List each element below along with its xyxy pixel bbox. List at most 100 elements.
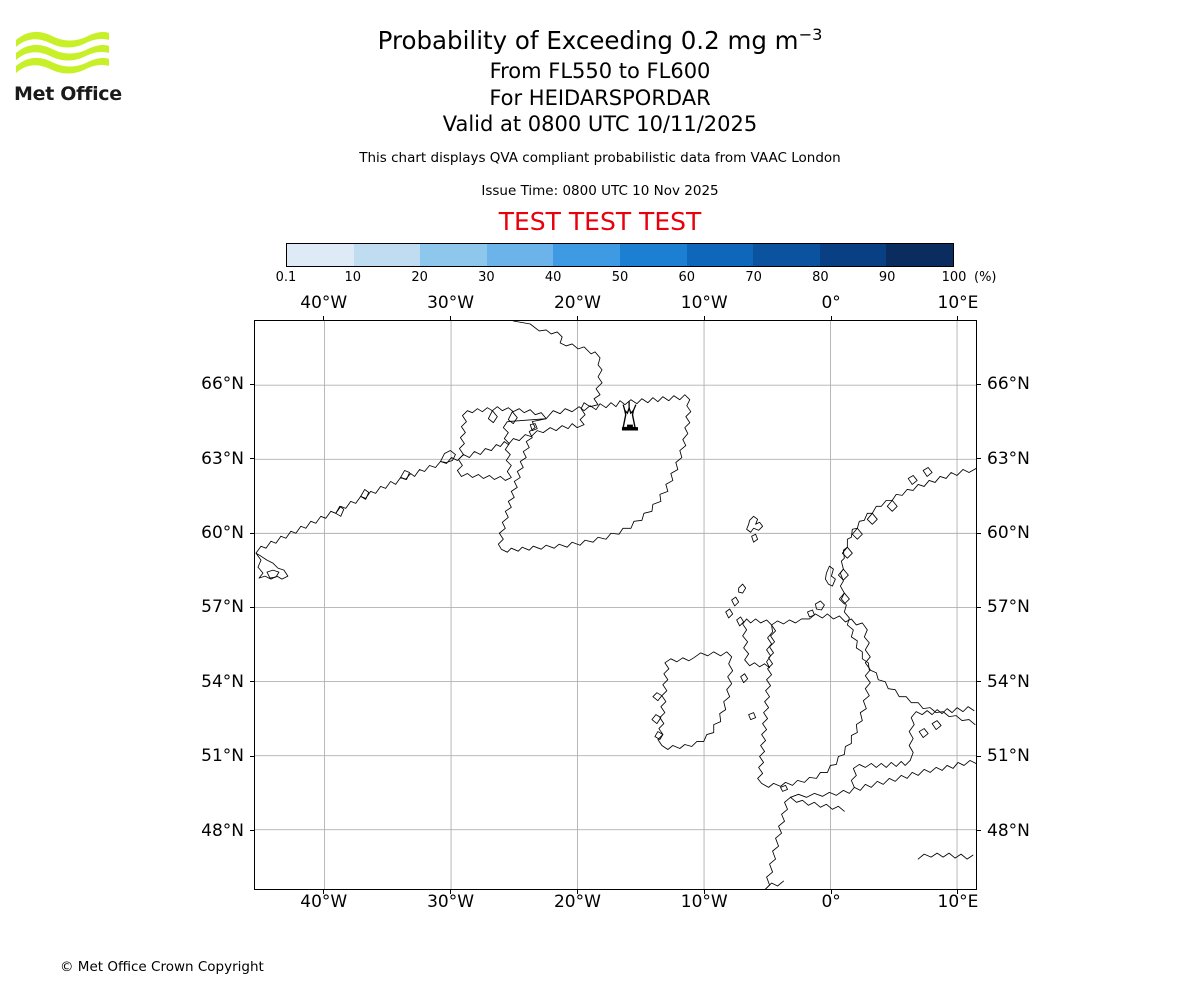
colorbar-tick-0.1: 0.1 — [275, 270, 297, 285]
lat-tickmark-right-63°N — [977, 458, 981, 460]
coastline-faroe-south — [751, 533, 759, 543]
lat-tickmark-right-51°N — [977, 755, 981, 757]
lon-label-top-10°W: 10°W — [680, 293, 728, 313]
lon-label-top-30°W: 30°W — [427, 293, 475, 313]
coastline-hebrides-b — [731, 596, 740, 607]
coastline-scotland-west — [742, 618, 773, 669]
coastline-iceland — [497, 394, 692, 553]
lon-tickmark-bottom-0° — [830, 890, 832, 894]
coastline-norway-islet-a — [907, 475, 918, 485]
lon-label-bottom-10°W: 10°W — [680, 892, 728, 912]
lat-tickmark-left-66°N — [250, 383, 254, 385]
coastline-iceland-islet — [529, 423, 538, 432]
coastline-norway-fjord-a — [886, 499, 898, 512]
lon-tickmark-bottom-10°E — [957, 890, 959, 894]
lon-tickmark-top-10°W — [703, 316, 705, 320]
probability-colorbar: 0.1 10 20 30 40 50 60 70 80 90 100 — [276, 243, 966, 285]
map-panel — [254, 320, 977, 890]
lat-label-left-66°N: 66°N — [201, 374, 244, 395]
chart-title-text: Probability of Exceeding 0.2 mg m — [377, 26, 799, 55]
volcano-name-subtitle: For HEIDARSPORDAR — [489, 85, 711, 110]
lon-tickmark-bottom-40°W — [323, 890, 325, 894]
valid-time-subtitle: Valid at 0800 UTC 10/11/2025 — [442, 112, 758, 136]
lon-tickmark-bottom-30°W — [450, 890, 452, 894]
lon-tickmark-bottom-10°W — [703, 890, 705, 894]
coastline-greenland-fjord-c — [360, 488, 370, 500]
colorbar-tick-40: 40 — [544, 270, 562, 285]
met-office-logo-text: Met Office — [14, 83, 122, 105]
lon-tickmark-top-40°W — [323, 316, 325, 320]
colorbar-segment-0 — [287, 244, 354, 266]
lat-tickmark-left-51°N — [250, 755, 254, 757]
lat-label-right-63°N: 63°N — [987, 448, 1030, 469]
colorbar-segment-8 — [819, 244, 887, 266]
coastline-greenland-south-isle — [266, 569, 280, 579]
colorbar-segment-2 — [420, 244, 487, 266]
coastline-denmark-islands — [918, 728, 929, 738]
coastline-faroe-islands — [746, 515, 764, 533]
lat-tickmark-right-48°N — [977, 830, 981, 832]
lat-label-left-51°N: 51°N — [201, 746, 244, 767]
coastline-norway-fjord-f — [838, 592, 850, 605]
lon-label-top-20°W: 20°W — [553, 293, 601, 313]
lon-label-bottom-30°W: 30°W — [427, 892, 475, 912]
coastline-norway-fjord-b — [866, 512, 878, 525]
lon-tickmark-top-20°W — [576, 316, 578, 320]
lon-label-top-40°W: 40°W — [300, 293, 348, 313]
chart-title-exponent: −3 — [798, 24, 823, 44]
coastline-great-britain — [757, 613, 871, 788]
colorbar-tick-70: 70 — [745, 270, 762, 285]
lat-label-right-48°N: 48°N — [987, 820, 1030, 841]
lon-label-bottom-10°E: 10°E — [937, 892, 979, 912]
volcano-marker-icon — [621, 401, 638, 431]
lat-tickmark-right-57°N — [977, 606, 981, 608]
lat-tickmark-right-66°N — [977, 383, 981, 385]
colorbar-segment-3 — [486, 244, 554, 266]
copyright-notice: © Met Office Crown Copyright — [60, 959, 264, 975]
lon-label-bottom-40°W: 40°W — [300, 892, 348, 912]
coastline-isle-of-man — [740, 673, 749, 684]
lon-tickmark-top-0° — [830, 316, 832, 320]
colorbar-segment-4 — [553, 244, 620, 266]
lat-tickmark-left-63°N — [250, 458, 254, 460]
lon-tickmark-top-30°W — [450, 316, 452, 320]
lat-label-right-66°N: 66°N — [987, 374, 1030, 395]
coastline-anglesey — [748, 712, 757, 721]
lat-label-left-48°N: 48°N — [201, 820, 244, 841]
lat-label-left-60°N: 60°N — [201, 523, 244, 544]
title-block: Probability of Exceeding 0.2 mg m−3 From… — [0, 24, 1200, 237]
coastline-greenland-inlet-a — [335, 505, 345, 517]
colorbar-tick-60: 60 — [678, 270, 696, 285]
map-gridlines — [255, 321, 976, 889]
lat-label-right-57°N: 57°N — [987, 597, 1030, 618]
flight-level-subtitle: From FL550 to FL600 — [489, 59, 711, 83]
colorbar-unit-label: (%) — [974, 270, 997, 285]
coastline-ireland-west-inlet-a — [652, 692, 663, 702]
lat-tickmark-left-54°N — [250, 681, 254, 683]
coastline-wight — [780, 784, 788, 792]
coastline-hebrides-a — [738, 583, 747, 594]
lat-tickmark-left-60°N — [250, 532, 254, 534]
coastline-netherlands — [850, 760, 911, 788]
colorbar-tick-20: 20 — [411, 270, 428, 285]
coastline-brittany — [765, 880, 784, 889]
coastline-ireland-west-inlet-b — [651, 714, 662, 725]
colorbar-tick-30: 30 — [478, 270, 495, 285]
map-canvas — [255, 321, 976, 889]
test-banner: TEST TEST TEST — [498, 206, 702, 236]
lat-label-right-51°N: 51°N — [987, 746, 1030, 767]
lon-tickmark-top-10°E — [957, 316, 959, 320]
lat-label-right-54°N: 54°N — [987, 671, 1030, 692]
colorbar-tick-labels: 0.1 10 20 30 40 50 60 70 80 90 100 — [276, 267, 967, 287]
coastline-greenland-fjord-a — [440, 450, 456, 463]
lat-label-left-57°N: 57°N — [201, 597, 244, 618]
lon-tickmark-bottom-20°W — [576, 890, 578, 894]
issue-time: Issue Time: 0800 UTC 10 Nov 2025 — [481, 182, 719, 199]
colorbar-tick-10: 10 — [344, 270, 362, 285]
coastline-ireland-west-inlet-c — [654, 731, 664, 740]
colorbar-tick-90: 90 — [878, 270, 896, 285]
coastline-orkney — [815, 600, 825, 611]
coastline-france-west — [765, 796, 791, 889]
coastline-greenland — [255, 321, 603, 554]
